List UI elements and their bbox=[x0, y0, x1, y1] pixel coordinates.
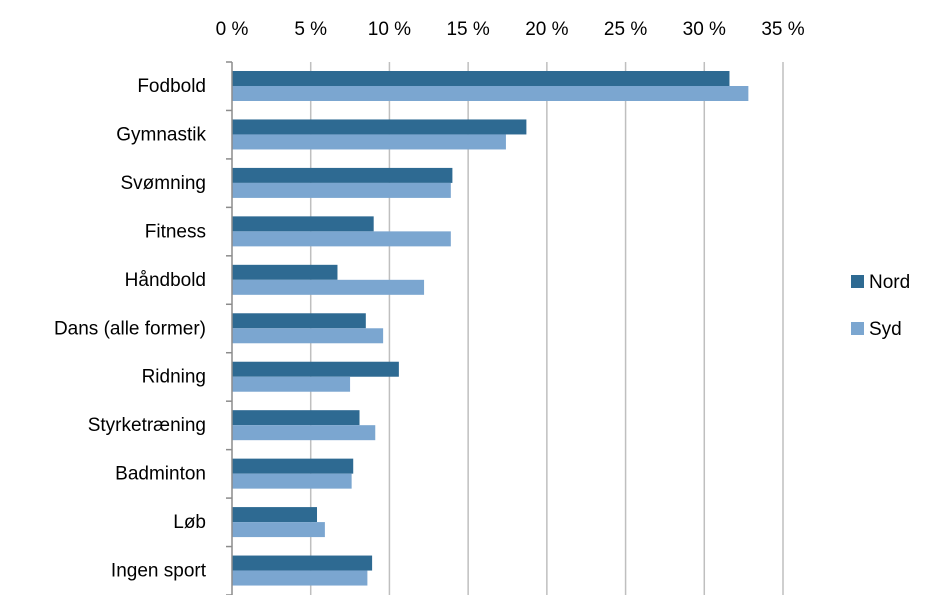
bar-syd bbox=[232, 473, 352, 489]
legend: Nord Syd bbox=[851, 272, 910, 340]
bar-nord bbox=[232, 216, 374, 232]
bar-nord bbox=[232, 555, 373, 571]
bar-syd bbox=[232, 376, 351, 392]
bar-syd bbox=[232, 279, 425, 295]
category-label: Håndbold bbox=[125, 270, 206, 291]
bar-nord bbox=[232, 119, 527, 135]
bar-nord bbox=[232, 507, 318, 523]
bars bbox=[232, 71, 749, 586]
category-label: Dans (alle former) bbox=[54, 318, 206, 339]
category-label: Ridning bbox=[142, 367, 206, 388]
bar-syd bbox=[232, 522, 325, 538]
bar-nord bbox=[232, 313, 366, 329]
bar-syd bbox=[232, 231, 451, 247]
category-label: Gymnastik bbox=[116, 124, 206, 145]
category-label: Ingen sport bbox=[111, 561, 207, 582]
category-label: Fitness bbox=[145, 221, 206, 242]
x-tick-label: 10 % bbox=[368, 19, 411, 40]
category-label: Svømning bbox=[120, 173, 206, 194]
x-tick-label: 0 % bbox=[216, 19, 249, 40]
legend-swatch-nord bbox=[851, 275, 864, 288]
x-tick-label: 25 % bbox=[604, 19, 647, 40]
bar-syd bbox=[232, 570, 368, 586]
category-label: Fodbold bbox=[137, 76, 206, 97]
x-tick-label: 30 % bbox=[683, 19, 726, 40]
bar-syd bbox=[232, 86, 749, 101]
category-label: Styrketræning bbox=[88, 415, 206, 436]
category-labels: Fodbold Gymnastik Svømning Fitness Håndbold D… bbox=[54, 76, 207, 582]
bar-syd bbox=[232, 328, 384, 344]
legend-label-nord: Nord bbox=[869, 272, 910, 293]
x-axis-ticks: 0 % 5 % 10 % 15 % 20 % 25 % 30 % 35 % bbox=[216, 19, 805, 40]
category-label: Badminton bbox=[115, 464, 206, 485]
bar-nord bbox=[232, 410, 360, 426]
x-tick-label: 5 % bbox=[294, 19, 327, 40]
category-label: Løb bbox=[173, 512, 206, 533]
bar-nord bbox=[232, 167, 453, 183]
legend-swatch-syd bbox=[851, 322, 864, 335]
legend-label-syd: Syd bbox=[869, 319, 902, 340]
gridlines bbox=[309, 62, 784, 595]
bar-nord bbox=[232, 458, 354, 474]
bar-nord bbox=[232, 361, 399, 377]
x-tick-label: 35 % bbox=[761, 19, 804, 40]
bar-nord bbox=[232, 264, 338, 280]
bar-syd bbox=[232, 425, 376, 441]
bar-syd bbox=[232, 134, 506, 150]
x-tick-label: 20 % bbox=[525, 19, 568, 40]
bar-syd bbox=[232, 182, 451, 198]
x-tick-label: 15 % bbox=[446, 19, 489, 40]
bar-nord bbox=[232, 71, 730, 86]
y-axis bbox=[226, 61, 233, 595]
